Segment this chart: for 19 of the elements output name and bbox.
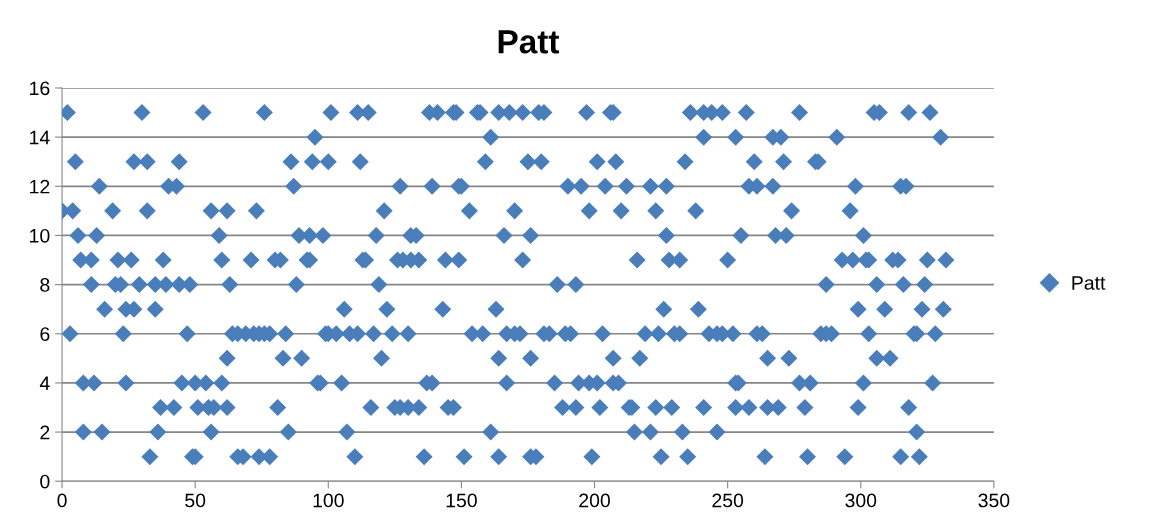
y-tick-label: 14 — [30, 130, 50, 145]
chart-title: Patt — [498, 30, 560, 54]
x-tick-label: 350 — [978, 493, 1010, 508]
legend-label: Patt — [1072, 276, 1106, 290]
x-tick-label: 200 — [579, 493, 610, 508]
y-tick-label: 8 — [40, 278, 50, 292]
y-tick-label: 16 — [30, 81, 50, 96]
x-tick-label: 250 — [712, 493, 744, 508]
x-tick-label: 0 — [57, 493, 67, 508]
x-tick-label: 150 — [446, 493, 477, 508]
y-tick-label: 6 — [40, 327, 50, 341]
y-tick-label: 2 — [40, 425, 50, 440]
x-tick-label: 100 — [313, 493, 344, 508]
x-tick-label: 300 — [845, 493, 877, 508]
y-tick-label: 12 — [30, 179, 50, 194]
x-tick-label: 50 — [185, 493, 206, 508]
y-tick-label: 0 — [40, 474, 50, 489]
y-tick-label: 4 — [39, 376, 50, 390]
y-tick-label: 10 — [30, 228, 50, 243]
